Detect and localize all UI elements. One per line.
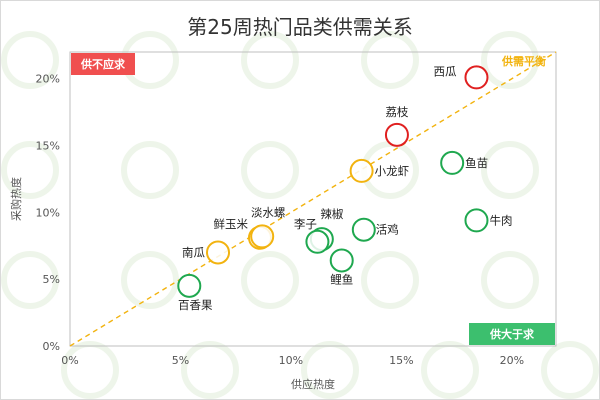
data-point[interactable] [464,208,489,233]
x-tick-label: 0% [61,354,78,367]
data-point-label: 西瓜 [433,64,456,78]
data-point[interactable] [349,158,374,183]
plot-area [69,51,557,347]
watermark-logo [1,251,59,309]
watermark-logo [241,141,299,199]
data-point-label: 活鸡 [376,223,399,237]
watermark-logo [361,31,419,89]
shortage-badge-label: 供不应求 [80,57,126,71]
data-point-label: 荔枝 [385,105,408,119]
data-point-label: 鲤鱼 [330,272,353,286]
watermark-logo [481,31,539,89]
x-axis-label: 供应热度 [291,377,335,391]
shortage-badge: 供不应求 [71,53,135,75]
watermark-logo [121,141,179,199]
watermark-logo [61,341,119,399]
watermark-logo [1,141,59,199]
balance-line [69,51,557,347]
y-axis-label: 采购热度 [9,177,23,221]
data-point-label: 鲜玉米 [213,217,248,231]
watermark-logo [181,341,239,399]
data-point[interactable] [351,217,376,242]
balance-label: 供需平衡 [501,54,546,68]
data-point-label: 牛肉 [489,213,512,227]
data-point[interactable] [329,248,354,273]
watermark-layer [1,31,599,399]
y-tick-label: 0% [43,340,60,353]
watermark-logo [421,341,479,399]
watermark-logo [481,141,539,199]
x-tick-label: 20% [500,354,524,367]
data-point-label: 百香果 [178,298,213,312]
x-tick-label: 10% [279,354,303,367]
watermark-logo [361,251,419,309]
data-point-label: 小龙虾 [375,164,410,178]
watermark-logo [241,31,299,89]
surplus-badge: 供大于求 [469,323,555,345]
watermark-logo [481,251,539,309]
y-tick-label: 10% [36,206,60,219]
y-tick-label: 20% [36,73,60,86]
axis-ticks: 0% 5% 10% 15% 20% 0% 5% 10% 15% 20% [36,73,524,367]
surplus-badge-label: 供大于求 [489,327,535,341]
data-point-label: 南瓜 [182,245,205,259]
watermark-logo [541,341,599,399]
chart-title: 第25周热门品类供需关系 [187,15,412,39]
data-point[interactable] [384,122,409,147]
data-point-label: 鱼苗 [465,156,488,170]
surplus-badge-bg [469,323,555,345]
x-tick-label: 5% [172,354,189,367]
data-point[interactable] [177,273,202,298]
data-point[interactable] [250,224,275,249]
data-point[interactable] [464,65,489,90]
y-tick-label: 5% [43,273,60,286]
data-point[interactable] [305,229,330,254]
data-point-label: 辣椒 [320,207,343,221]
data-point[interactable] [206,240,231,265]
y-tick-label: 15% [36,140,60,153]
watermark-logo [301,341,359,399]
data-point[interactable] [440,150,465,175]
watermark-logo [121,251,179,309]
watermark-logo [241,251,299,309]
x-tick-label: 15% [389,354,413,367]
shortage-badge-bg [71,53,135,75]
watermark-logo [1,31,59,89]
data-point-label: 李子 [294,217,317,231]
data-point-label: 淡水螺 [251,205,286,219]
